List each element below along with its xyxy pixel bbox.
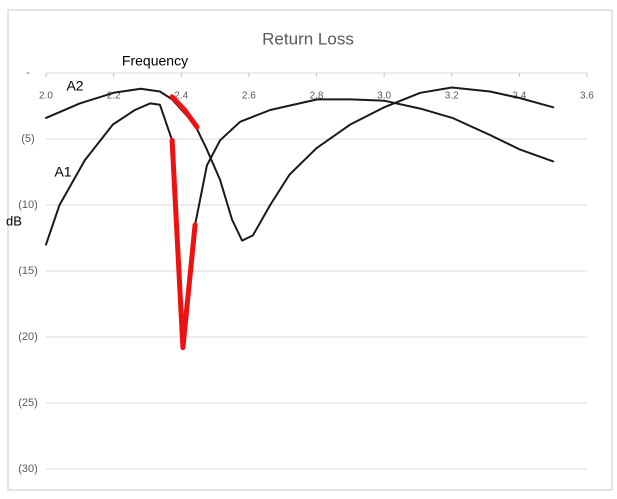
x-tick-label: 3.6: [580, 91, 594, 102]
y-tick-label: (20): [18, 331, 38, 343]
series-line: [45, 98, 555, 349]
x-tick-label: 2.8: [310, 91, 324, 102]
x-tick-label: 2.6: [242, 91, 256, 102]
y-tick-label: (5): [21, 133, 34, 145]
y-axis-label: dB: [6, 213, 22, 228]
series-line: [45, 86, 555, 242]
y-tick-label: (10): [18, 199, 38, 211]
y-tick-label: -: [26, 67, 30, 79]
chart-frame: [7, 9, 613, 491]
series-label: A2: [66, 78, 83, 94]
x-tick-label: 3.0: [377, 91, 391, 102]
series-label: A1: [54, 164, 71, 180]
series-line: [169, 137, 198, 351]
chart-title: Return Loss: [262, 29, 354, 48]
y-tick-label: (30): [18, 463, 38, 475]
y-tick-label: (15): [18, 265, 38, 277]
x-tick-label: 2.2: [107, 91, 121, 102]
x-axis-label: Frequency: [122, 53, 188, 69]
series-line: [169, 94, 200, 130]
x-tick-label: 2.4: [174, 91, 188, 102]
x-tick-label: 3.2: [445, 91, 459, 102]
x-tick-label: 3.4: [512, 91, 526, 102]
y-tick-label: (25): [18, 397, 38, 409]
x-tick-label: 2.0: [39, 91, 53, 102]
